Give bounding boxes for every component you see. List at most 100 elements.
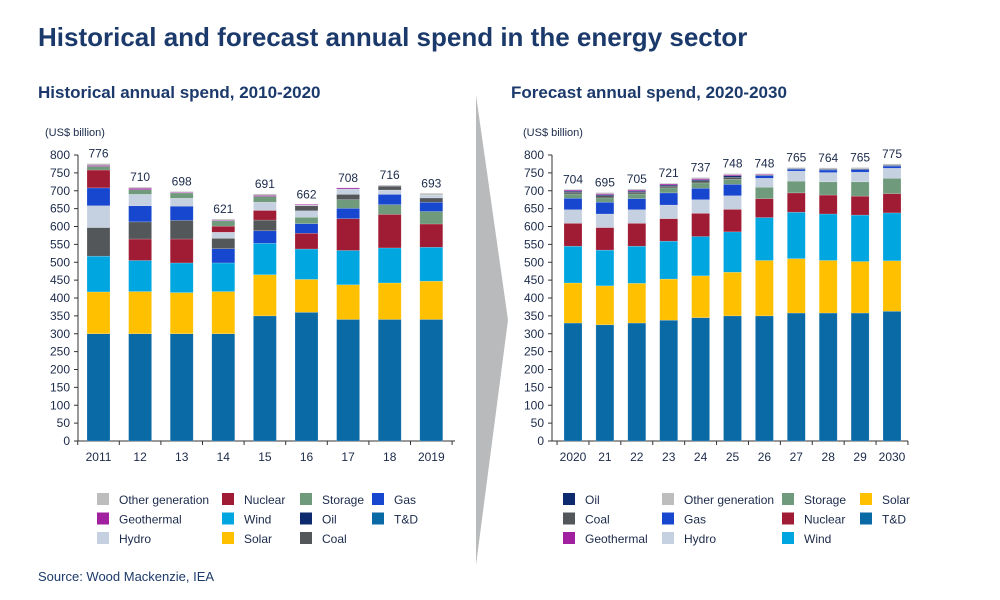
bar-segment-t-d [850, 312, 870, 442]
bar-segment-nuclear [336, 218, 360, 251]
data-label-total: 764 [818, 151, 838, 165]
bar-segment-coal [595, 195, 615, 199]
legend-swatch-other-generation [662, 493, 674, 505]
legend-label: Hydro [684, 532, 716, 546]
legend-swatch-geothermal [97, 512, 109, 525]
bar-segment-nuclear [595, 227, 615, 251]
bar-segment-hydro [882, 167, 902, 179]
bar-segment-gas [294, 223, 319, 234]
bar-segment-oil [755, 174, 774, 176]
bar-segment-coal [377, 185, 402, 191]
bar-segment-oil [787, 168, 806, 170]
bar-segment-hydro [691, 199, 710, 214]
bar-segment-wind [787, 211, 806, 259]
x-tick-label: 26 [758, 450, 772, 464]
bar-segment-solar [169, 292, 194, 335]
bar-segment-geothermal [723, 174, 742, 176]
bar-segment-t-d [755, 315, 774, 442]
bar-segment-nuclear [627, 223, 647, 247]
bar-segment-gas [563, 198, 583, 210]
bar-segment-hydro [659, 204, 678, 219]
x-tick-label: 14 [217, 450, 231, 464]
bar-segment-gas [755, 175, 774, 179]
bar-segment-other-generation [755, 173, 774, 175]
bar-segment-solar [377, 282, 402, 320]
bar-segment-hydro [818, 172, 838, 183]
y-tick-label: 500 [524, 255, 544, 269]
data-label-total: 698 [172, 174, 192, 188]
x-tick-label: 24 [694, 450, 708, 464]
bar-segment-nuclear [850, 195, 870, 216]
y-tick-label: 200 [524, 363, 544, 377]
bar-segment-solar [253, 274, 277, 317]
bar-segment-nuclear [723, 209, 742, 233]
bar-segment-t-d [723, 315, 742, 442]
bar-segment-other-generation [627, 188, 647, 191]
legend-swatch-storage [300, 493, 312, 505]
y-tick-label: 350 [524, 309, 544, 323]
bar-segment-solar [882, 260, 902, 312]
bar-segment-hydro [336, 188, 360, 195]
bar-segment-hydro [377, 189, 402, 195]
bar-segment-other-generation [691, 177, 710, 179]
x-tick-label: 17 [341, 450, 355, 464]
y-tick-label: 50 [57, 416, 71, 430]
bar-segment-wind [627, 245, 647, 284]
bar-segment-t-d [128, 333, 152, 442]
bar-segment-storage [850, 181, 870, 197]
bar-segment-nuclear [211, 225, 236, 233]
data-label-total: 704 [563, 172, 583, 186]
y-tick-label: 300 [50, 327, 70, 341]
bar-segment-storage [419, 211, 444, 225]
bar-segment-gas [253, 230, 277, 244]
y-tick-label: 300 [524, 327, 544, 341]
bar-segment-geothermal [294, 204, 319, 206]
x-tick-label: 28 [822, 450, 836, 464]
y-tick-label: 350 [50, 309, 70, 323]
bar-segment-coal [86, 227, 111, 257]
y-tick-label: 250 [524, 345, 544, 359]
bar-segment-storage [627, 193, 647, 199]
bar-segment-other-generation [211, 218, 236, 221]
bar-segment-storage [787, 180, 806, 194]
y-tick-label: 700 [524, 184, 544, 198]
legend-swatch-other-generation [97, 493, 109, 505]
bar-segment-geothermal [211, 219, 236, 222]
bar-segment-other-generation [253, 193, 277, 196]
bar-segment-t-d [659, 319, 678, 442]
bar-segment-wind [128, 260, 152, 292]
y-tick-label: 200 [50, 363, 70, 377]
bar-segment-nuclear [755, 198, 774, 218]
bar-segment-wind [253, 243, 277, 276]
bar-segment-solar [787, 258, 806, 314]
bar-segment-nuclear [294, 233, 319, 250]
bar-segment-t-d [563, 322, 583, 442]
legend-label: Solar [244, 532, 272, 546]
bar-segment-wind [563, 245, 583, 284]
legend-swatch-coal [563, 512, 575, 525]
bar-segment-gas [787, 169, 806, 172]
legend-label: Nuclear [244, 493, 285, 507]
bar-segment-t-d [377, 319, 402, 442]
bar-segment-storage [723, 179, 742, 185]
bar-segment-hydro [787, 170, 806, 182]
bar-segment-gas [169, 205, 194, 221]
legend-swatch-nuclear [222, 493, 234, 505]
bar-segment-gas [691, 187, 710, 200]
bar-segment-other-generation [850, 167, 870, 170]
data-label-total: 748 [722, 157, 742, 171]
bar-segment-gas [336, 208, 360, 219]
data-label-total: 737 [691, 161, 711, 175]
bar-segment-wind [723, 231, 742, 273]
bar-segment-wind [336, 250, 360, 286]
bar-segment-oil [850, 168, 870, 170]
x-tick-label: 18 [383, 450, 397, 464]
bar-segment-wind [86, 255, 111, 293]
legend-swatch-oil [563, 493, 575, 505]
y-tick-label: 600 [50, 220, 70, 234]
bar-segment-other-generation [818, 167, 838, 170]
bar-segment-nuclear [563, 223, 583, 247]
data-label-total: 710 [130, 170, 150, 184]
y-tick-label: 800 [50, 148, 70, 162]
